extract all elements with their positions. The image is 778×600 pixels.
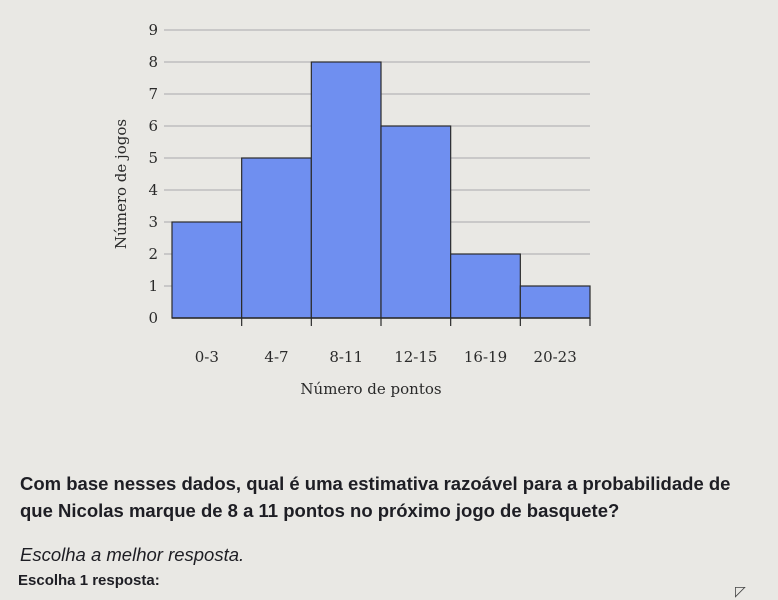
y-tick-label: 2	[148, 245, 158, 263]
y-tick-label: 4	[148, 181, 158, 199]
x-tick-labels: 0-3 4-7 8-11 12-15 16-19 20-23	[195, 318, 591, 366]
bar-0-3	[171, 221, 243, 319]
y-tick-label: 7	[148, 85, 158, 103]
y-tick-label: 1	[148, 277, 158, 295]
bars	[171, 61, 591, 319]
bar-20-23	[519, 285, 591, 319]
question-text: Com base nesses dados, qual é uma estima…	[20, 473, 731, 521]
x-tick-label: 8-11	[329, 348, 363, 366]
answer-prompt-label: Escolha 1 resposta:	[18, 572, 160, 589]
x-axis-title: Número de pontos	[300, 380, 441, 398]
bar-16-19	[450, 253, 521, 319]
y-tick-label: 3	[148, 213, 158, 231]
bar-4-7	[241, 157, 312, 319]
instruction-text: Escolha a melhor resposta.	[20, 544, 245, 565]
corner-arrow-icon: ◸	[735, 583, 746, 599]
histogram-chart: 0 1 2 3 4 5 6 7 8 9 0-3 4-7 8-11 12-15 16-19 20-23 Núm…	[112, 21, 591, 398]
x-tick-label: 0-3	[195, 348, 219, 366]
x-tick-label: 16-19	[464, 348, 507, 366]
y-tick-label: 8	[148, 53, 158, 71]
y-tick-label: 5	[148, 149, 158, 167]
x-tick-label: 20-23	[534, 348, 577, 366]
y-axis-title: Número de jogos	[112, 119, 130, 249]
x-tick-label: 12-15	[394, 348, 437, 366]
y-tick-label: 0	[148, 309, 158, 327]
y-tick-label: 9	[148, 21, 158, 39]
bar-8-11	[310, 61, 382, 319]
x-tick-label: 4-7	[264, 348, 288, 366]
y-tick-label: 6	[148, 117, 158, 135]
bar-12-15	[380, 125, 452, 319]
y-tick-labels: 0 1 2 3 4 5 6 7 8 9	[148, 21, 158, 327]
